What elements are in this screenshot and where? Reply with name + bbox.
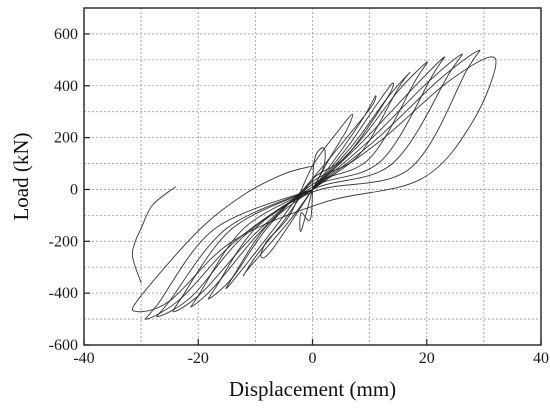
y-tick-label: 0 <box>70 181 78 198</box>
y-tick-label: 400 <box>54 78 78 95</box>
x-axis-title: Displacement (mm) <box>229 377 396 401</box>
hysteresis-loop-9 <box>144 49 481 320</box>
y-tick-label: 200 <box>54 130 78 147</box>
hysteresis-loop-6 <box>190 61 428 308</box>
y-tick-label: -400 <box>49 285 78 302</box>
x-tick-label: 40 <box>533 350 549 367</box>
y-tick-label: -200 <box>49 233 78 250</box>
hysteresis-loop-5 <box>207 71 411 300</box>
axis-ticks <box>83 33 542 346</box>
y-tick-label: 600 <box>54 26 78 43</box>
hysteresis-loop-10 <box>131 56 497 313</box>
x-tick-label: 20 <box>419 350 435 367</box>
y-tick-label: -600 <box>49 337 78 354</box>
y-axis-title: Load (kN) <box>9 132 33 220</box>
hysteresis-loop-11 <box>131 186 176 284</box>
hysteresis-loop-8 <box>156 53 463 318</box>
x-tick-label: -40 <box>73 350 94 367</box>
series-layer <box>131 49 497 320</box>
x-tick-label: -20 <box>188 350 209 367</box>
hysteresis-loop-7 <box>172 56 446 313</box>
x-tick-labels: -40 -20 0 20 40 <box>73 350 549 367</box>
x-tick-label: 0 <box>309 350 317 367</box>
y-tick-labels: -600 -400 -200 0 200 400 600 <box>49 26 78 354</box>
